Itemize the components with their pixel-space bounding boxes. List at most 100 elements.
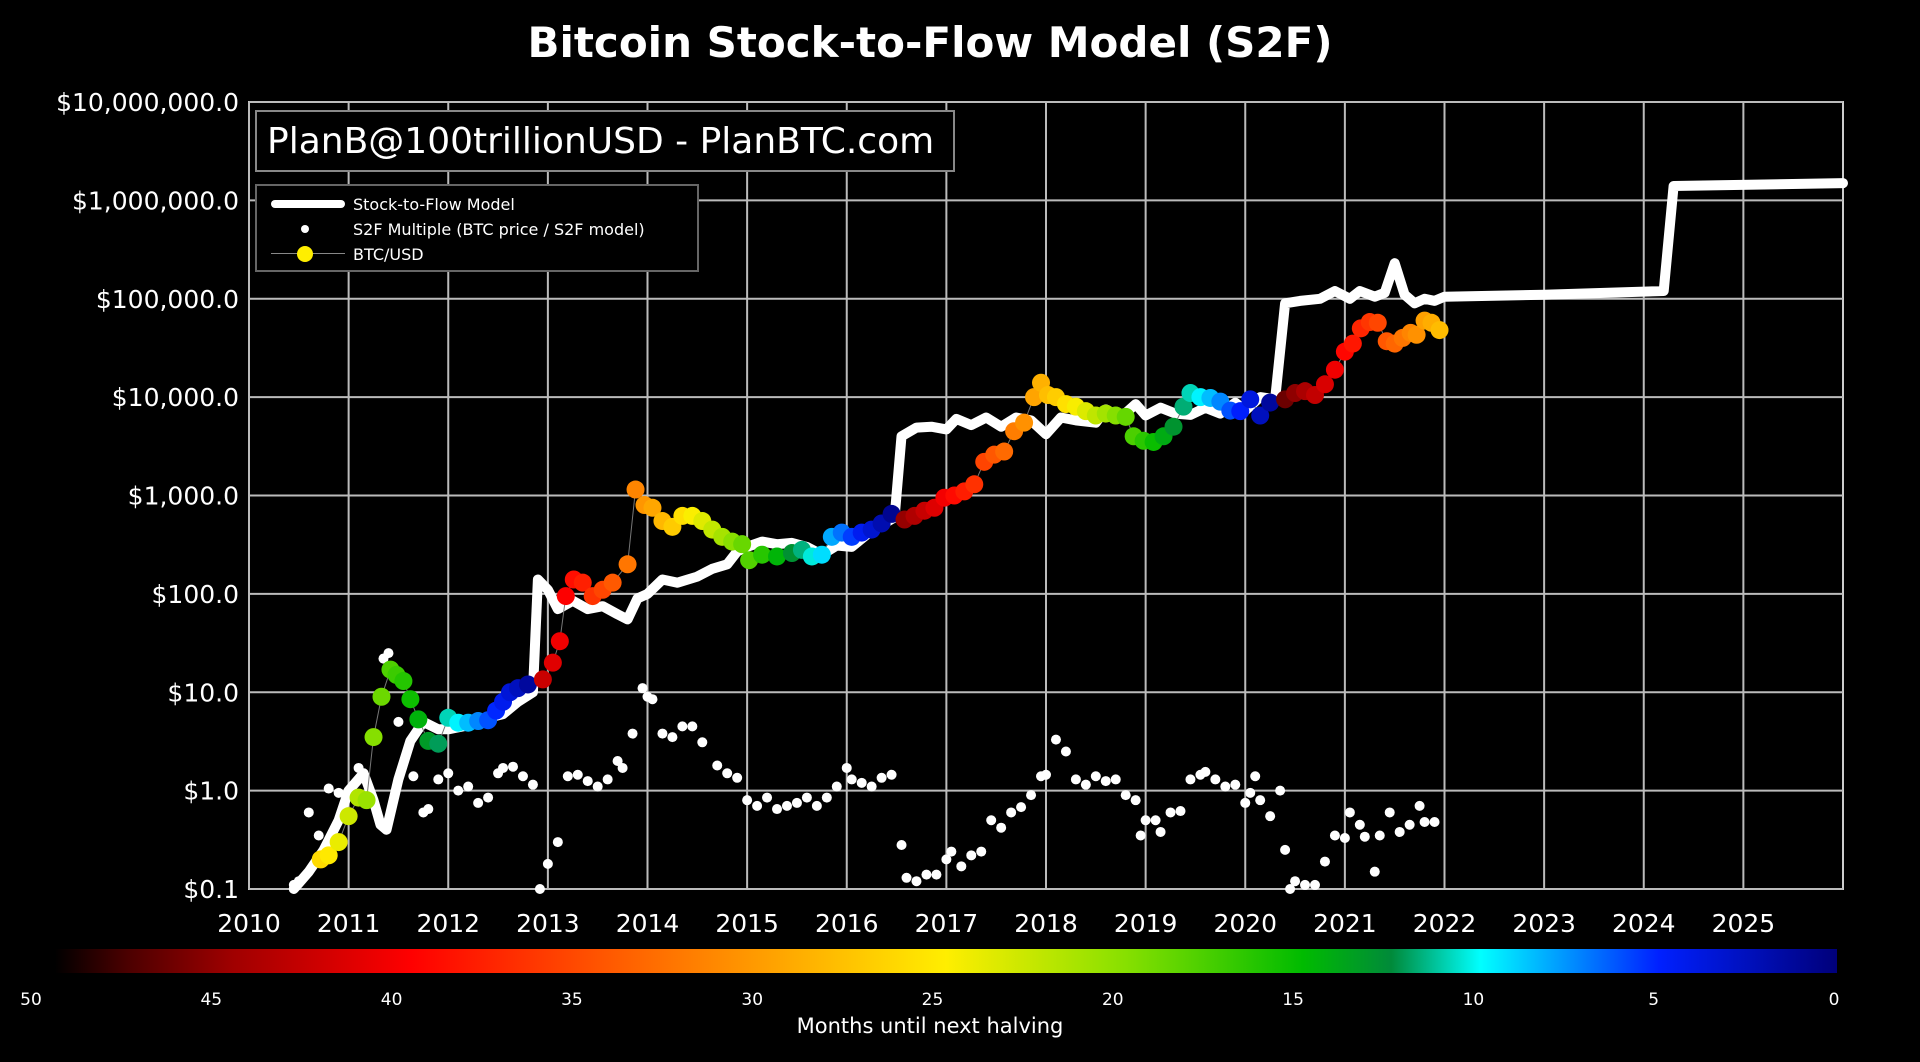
s2f-multiple-point [443, 768, 454, 779]
s2f-multiple-point [562, 771, 573, 782]
x-tick-label: 2015 [715, 909, 779, 938]
y-tick-label: $0.1 [183, 875, 239, 904]
btc-price-point [812, 545, 831, 564]
btc-price-point [364, 728, 383, 747]
s2f-multiple-point [712, 760, 723, 771]
s2f-multiple-point [732, 772, 743, 783]
s2f-multiple-point [1240, 797, 1251, 808]
s2f-multiple-point [911, 876, 922, 887]
s2f-multiple-point [1414, 800, 1425, 811]
s2f-multiple-point [1309, 879, 1320, 890]
s2f-multiple-point [1419, 816, 1430, 827]
y-tick-label: $10.0 [167, 678, 239, 707]
x-axis-ticks: 2010 2011 2012 2013 2014 2015 2016 2017 2018 2019… [217, 909, 1775, 938]
s2f-multiple-point [1404, 819, 1415, 830]
s2f-multiple-point [866, 781, 877, 792]
x-tick-label: 2018 [1014, 909, 1078, 938]
btc-price-point [329, 833, 348, 852]
s2f-multiple-point [1150, 815, 1161, 826]
s2f-multiple-point [1135, 830, 1146, 841]
s2f-multiple-point [592, 781, 603, 792]
btc-price-point [556, 587, 575, 606]
x-tick-label: 2014 [616, 909, 680, 938]
x-tick-label: 2025 [1712, 909, 1776, 938]
s2f-multiple-point [876, 772, 887, 783]
colorbar-tick-label: 30 [741, 990, 763, 1010]
s2f-multiple-point [1016, 802, 1027, 813]
y-axis-ticks: $10,000,000.0 $1,000,000.0 $100,000.0 $10,0… [56, 88, 239, 904]
s2f-multiple-point [453, 785, 464, 796]
s2f-multiple-point [1110, 774, 1121, 785]
btc-price-point [1015, 413, 1034, 432]
colorbar-label: Months until next halving [796, 1014, 1064, 1038]
y-tick-label: $100,000.0 [96, 285, 239, 314]
s2f-multiple-point [473, 797, 484, 808]
s2f-multiple-point [1300, 879, 1311, 890]
s2f-multiple-point [772, 804, 783, 815]
s2f-multiple-point [393, 716, 404, 727]
btc-price-point [1251, 406, 1270, 425]
s2f-multiple-point [1100, 776, 1111, 787]
btc-price-point [1174, 397, 1193, 416]
btc-price-point [753, 545, 772, 564]
colorbar-tick-label: 25 [922, 990, 944, 1010]
btc-price-point [1368, 313, 1387, 332]
s2f-multiple-point [886, 769, 897, 780]
btc-price-point [1343, 334, 1362, 353]
s2f-multiple-point [1041, 769, 1051, 780]
legend-model-label: Stock-to-Flow Model [353, 194, 515, 214]
btc-price-point [409, 710, 428, 729]
s2f-multiple-point [1285, 884, 1296, 894]
s2f-multiple-point [762, 792, 773, 803]
colorbar-ticks: 50 45 40 35 30 25 20 15 10 5 0 [20, 990, 1839, 1010]
s2f-multiple-point [433, 774, 444, 785]
s2f-multiple-point [1359, 831, 1370, 842]
s2f-multiple-point [572, 769, 583, 780]
x-tick-label: 2012 [416, 909, 480, 938]
s2f-multiple-point [856, 777, 867, 788]
btc-price-point [626, 480, 645, 499]
s2f-multiple-point [303, 807, 314, 818]
s2f-multiple-point [697, 737, 708, 748]
s2f-multiple-point [742, 795, 753, 806]
colorbar-tick-label: 50 [20, 990, 42, 1010]
s2f-multiple-point [612, 756, 623, 767]
legend-multiple-dot-icon [257, 217, 353, 241]
s2f-multiple-point [1290, 876, 1301, 887]
s2f-multiple-point [647, 694, 658, 705]
s2f-multiple-point [831, 781, 842, 792]
s2f-multiple-point [1245, 787, 1256, 798]
x-tick-label: 2021 [1313, 909, 1377, 938]
s2f-multiple-point [966, 850, 977, 861]
s2f-multiple-point [534, 884, 545, 894]
s2f-multiple-point [1175, 806, 1186, 817]
s2f-multiple-point [408, 771, 419, 782]
s2f-multiple-point [542, 858, 553, 869]
s2f-multiple-point [1230, 779, 1241, 790]
s2f-multiple-point [423, 804, 434, 815]
s2f-multiple-point [1250, 771, 1261, 782]
s2f-multiple-point [1344, 807, 1355, 818]
btc-price-point [401, 690, 420, 709]
btc-price-point [965, 475, 984, 494]
btc-price-point [1116, 407, 1135, 426]
btc-price-point [603, 573, 622, 592]
x-tick-label: 2023 [1512, 909, 1576, 938]
btc-price-point [533, 670, 552, 689]
legend: Stock-to-Flow Model S2F Multiple (BTC pr… [255, 184, 699, 272]
btc-price-point [357, 791, 376, 810]
s2f-multiple-point [552, 837, 563, 848]
s2f-multiple-point [956, 861, 967, 872]
legend-model-line-icon [257, 192, 353, 216]
btc-price-series [311, 311, 1449, 869]
s2f-multiple-point [722, 768, 733, 779]
colorbar-tick-label: 45 [200, 990, 222, 1010]
s2f-multiple-point [1384, 807, 1395, 818]
s2f-multiple-point [941, 854, 952, 865]
btc-price-point [1261, 393, 1280, 412]
s2f-multiple-point [1280, 844, 1291, 855]
s2f-multiple-point [841, 762, 852, 773]
s2f-multiple-point [1354, 819, 1365, 830]
s2f-multiple-point [1275, 785, 1286, 796]
y-tick-label: $1.0 [183, 777, 239, 806]
